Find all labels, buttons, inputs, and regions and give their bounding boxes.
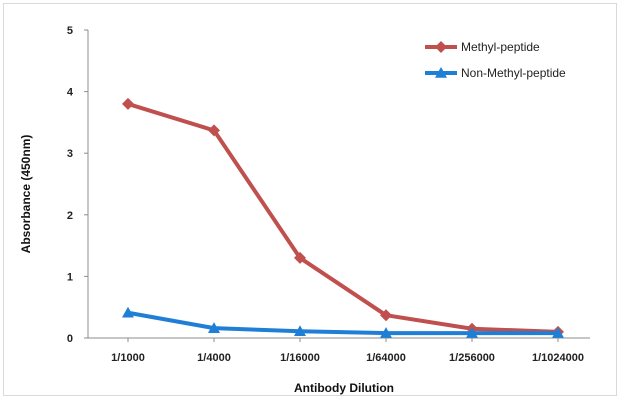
- x-tick-label: 1/1000: [111, 352, 145, 364]
- y-tick-labels: 0 1 2 3 4 5: [67, 25, 74, 345]
- x-tick-label: 1/1024000: [532, 352, 584, 364]
- legend-label: Methyl-peptide: [461, 40, 540, 54]
- x-tick-label: 1/4000: [197, 352, 231, 364]
- legend: Methyl-peptide Non-Methyl-peptide: [425, 40, 566, 80]
- series-line-non-methyl-peptide: [127, 310, 558, 336]
- data-point-non-methyl-peptide: [380, 327, 392, 338]
- y-axis-title: Absorbance (450nm): [19, 135, 33, 254]
- data-point-methyl-peptide: [122, 97, 134, 110]
- data-point-non-methyl-peptide: [552, 327, 564, 338]
- data-point-non-methyl-peptide: [466, 327, 478, 338]
- y-tick-label: 4: [67, 87, 74, 99]
- legend-label: Non-Methyl-peptide: [461, 66, 566, 80]
- data-point-methyl-peptide: [380, 309, 392, 322]
- x-tick-label: 1/16000: [280, 352, 320, 364]
- data-point-methyl-peptide: [294, 251, 306, 264]
- legend-item-non-methyl-peptide: Non-Methyl-peptide: [425, 66, 566, 80]
- y-tick-label: 0: [67, 333, 73, 345]
- legend-marker: [435, 41, 447, 53]
- y-tick-label: 1: [67, 271, 73, 283]
- legend-item-methyl-peptide: Methyl-peptide: [425, 40, 540, 54]
- x-tick-labels: 1/1000 1/4000 1/16000 1/64000 1/256000 1/1024…: [111, 352, 584, 364]
- series-group: [122, 97, 564, 338]
- y-tick-label: 2: [67, 210, 73, 222]
- x-axis-title: Antibody Dilution: [294, 381, 394, 395]
- data-point-non-methyl-peptide: [294, 325, 306, 337]
- data-point-methyl-peptide: [208, 124, 220, 137]
- y-tick-label: 3: [67, 148, 73, 160]
- legend-marker: [435, 67, 447, 78]
- axes: [84, 29, 590, 342]
- series-non-methyl-peptide: [122, 306, 564, 338]
- x-tick-label: 1/64000: [366, 352, 406, 364]
- series-line-methyl-peptide: [127, 102, 559, 334]
- data-point-non-methyl-peptide: [122, 306, 134, 318]
- x-tick-label: 1/256000: [449, 352, 495, 364]
- series-methyl-peptide: [122, 97, 564, 338]
- y-tick-label: 5: [67, 25, 73, 37]
- data-point-non-methyl-peptide: [208, 322, 220, 333]
